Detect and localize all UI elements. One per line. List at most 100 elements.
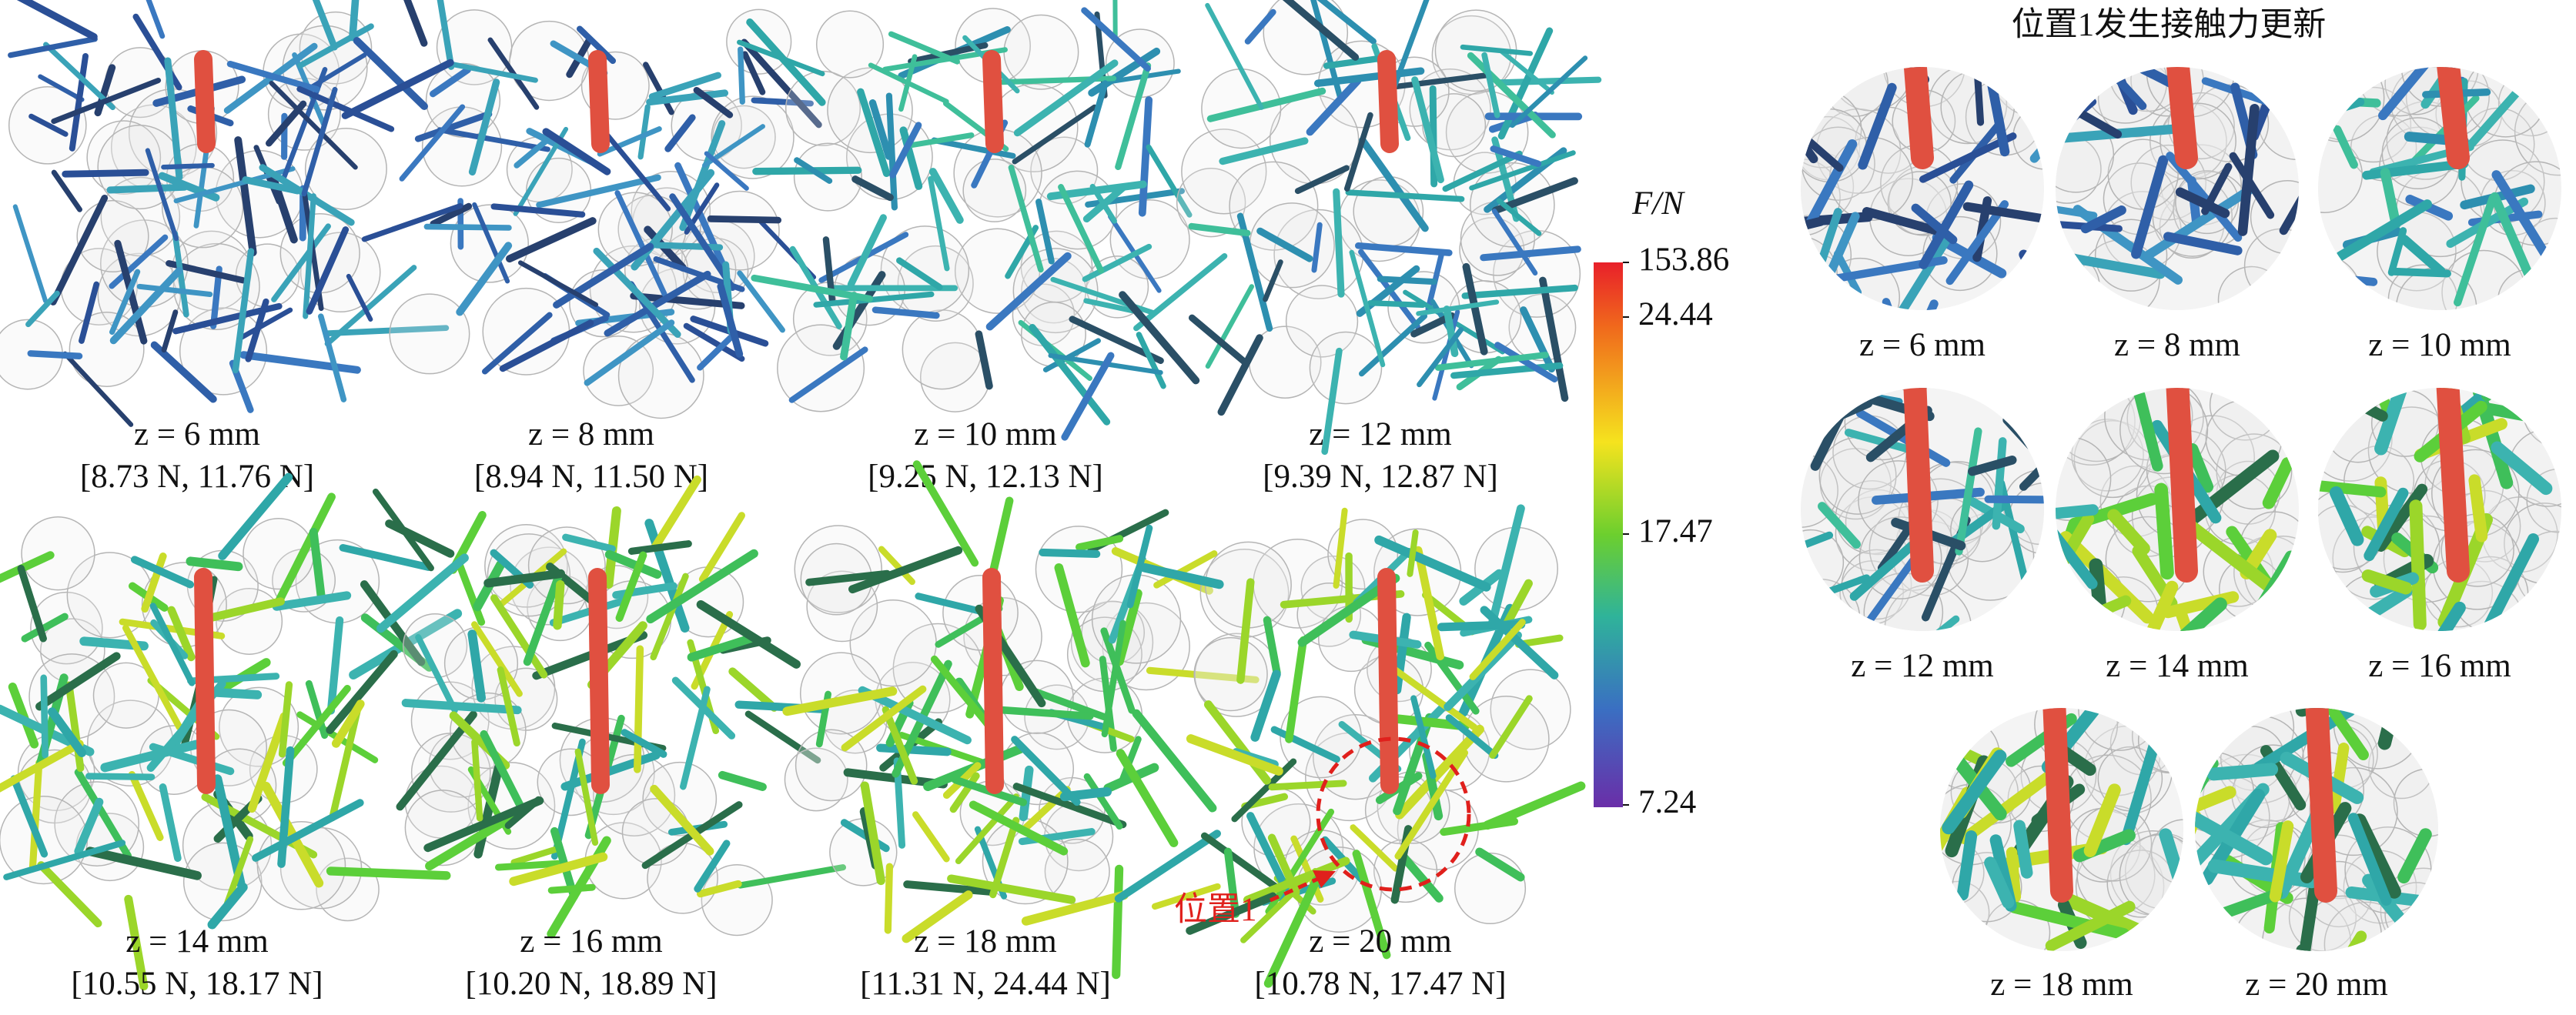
force-chain: [562, 533, 616, 553]
strong-chain: [1377, 568, 1399, 794]
force-chain: [245, 298, 269, 362]
force-chain: [1146, 144, 1193, 218]
force-chain: [2056, 192, 2098, 219]
force-chain: [1250, 669, 1281, 742]
force-chain: [2299, 872, 2322, 951]
force-chain: [536, 174, 661, 209]
force-chain: [403, 0, 428, 47]
annotation: 位置1: [1174, 736, 1471, 928]
force-chain: [1140, 563, 1224, 589]
force-chain: [28, 759, 43, 873]
colorbar-tick-label: 24.44: [1638, 296, 1713, 332]
force-chain: [282, 685, 351, 767]
force-chain: [376, 553, 469, 633]
force-chain: [1483, 781, 1586, 830]
force-chain: [840, 292, 858, 361]
force-chain: [1940, 708, 1952, 744]
force-chain: [490, 203, 586, 218]
force-chain: [947, 874, 1076, 904]
force-chain: [212, 774, 246, 888]
force-chain: [615, 551, 647, 623]
force-chain: [593, 247, 681, 338]
zoom-view: [1940, 708, 2183, 951]
force-chain: [1244, 8, 1276, 45]
force-chain: [483, 569, 566, 588]
force-chain: [2279, 127, 2299, 235]
force-chain: [604, 270, 711, 337]
force-chain: [2361, 569, 2413, 595]
zoom-label: z = 20 mm: [2245, 967, 2387, 1003]
force-chain: [2409, 499, 2427, 631]
force-chain: [1539, 276, 1569, 402]
force-chain: [2163, 232, 2243, 255]
force-chain: [37, 861, 102, 928]
force-chain: [468, 78, 500, 176]
force-chain: [2083, 783, 2121, 857]
force-chain: [124, 894, 149, 991]
force-chain: [2375, 483, 2428, 553]
force-chain: [634, 645, 644, 773]
force-chain: [986, 496, 1014, 586]
force-chain: [788, 346, 868, 403]
force-chain: [741, 38, 822, 129]
force-chain: [1891, 235, 1951, 310]
force-chain: [21, 613, 69, 643]
particle: [1801, 578, 1861, 631]
force-chain: [128, 770, 164, 841]
force-chain: [1444, 631, 1522, 711]
force-chain: [1480, 245, 1581, 262]
force-chain: [1246, 812, 1290, 892]
force-chain: [1489, 695, 1533, 759]
force-chain: [1367, 300, 1426, 309]
force-chain: [868, 99, 893, 160]
force-chain: [164, 57, 183, 181]
force-chain: [884, 863, 894, 934]
force-chain: [456, 242, 513, 316]
force-chain: [1039, 548, 1101, 559]
force-chain: [467, 629, 487, 703]
force-chain: [553, 242, 654, 309]
force-chain: [471, 621, 523, 697]
force-chain: [306, 226, 350, 315]
force-chain: [1801, 616, 1861, 631]
highlight-circle: [1316, 736, 1471, 892]
force-chain: [303, 193, 316, 319]
force-chain: [305, 679, 329, 740]
strong-chain: [2166, 67, 2198, 169]
force-chain: [207, 597, 285, 622]
force-chain: [277, 746, 295, 868]
force-chain: [1306, 77, 1362, 136]
force-chain: [847, 214, 887, 289]
force-chain: [717, 282, 744, 358]
force-chain: [889, 122, 922, 179]
force-chain: [269, 80, 358, 170]
force-chain: [975, 330, 993, 390]
particle: [1229, 161, 1319, 251]
force-chain: [1460, 44, 1534, 56]
force-chain: [2539, 85, 2561, 95]
force-chain: [1968, 455, 2017, 476]
force-chain: [271, 223, 331, 302]
force-chain: [2329, 486, 2364, 546]
strong-chain: [194, 568, 216, 794]
force-chain: [2059, 531, 2154, 624]
force-chain: [239, 307, 293, 340]
force-range: [11.31 N, 24.44 N]: [860, 966, 1111, 1002]
force-chain: [2318, 480, 2387, 498]
force-chain: [414, 111, 493, 142]
force-chain: [2019, 249, 2044, 304]
force-chain: [69, 52, 89, 152]
particle: [2318, 254, 2363, 310]
force-chain: [553, 579, 565, 630]
force-chain: [1206, 87, 1326, 122]
force-chain: [239, 351, 361, 374]
force-chain: [2119, 580, 2179, 631]
particle: [304, 127, 387, 210]
force-chain: [149, 603, 196, 686]
force-chain: [2186, 442, 2214, 493]
force-chain: [1343, 112, 1373, 192]
force-chain: [614, 190, 667, 297]
force-chain: [1818, 502, 1862, 549]
force-chain: [2206, 763, 2279, 781]
